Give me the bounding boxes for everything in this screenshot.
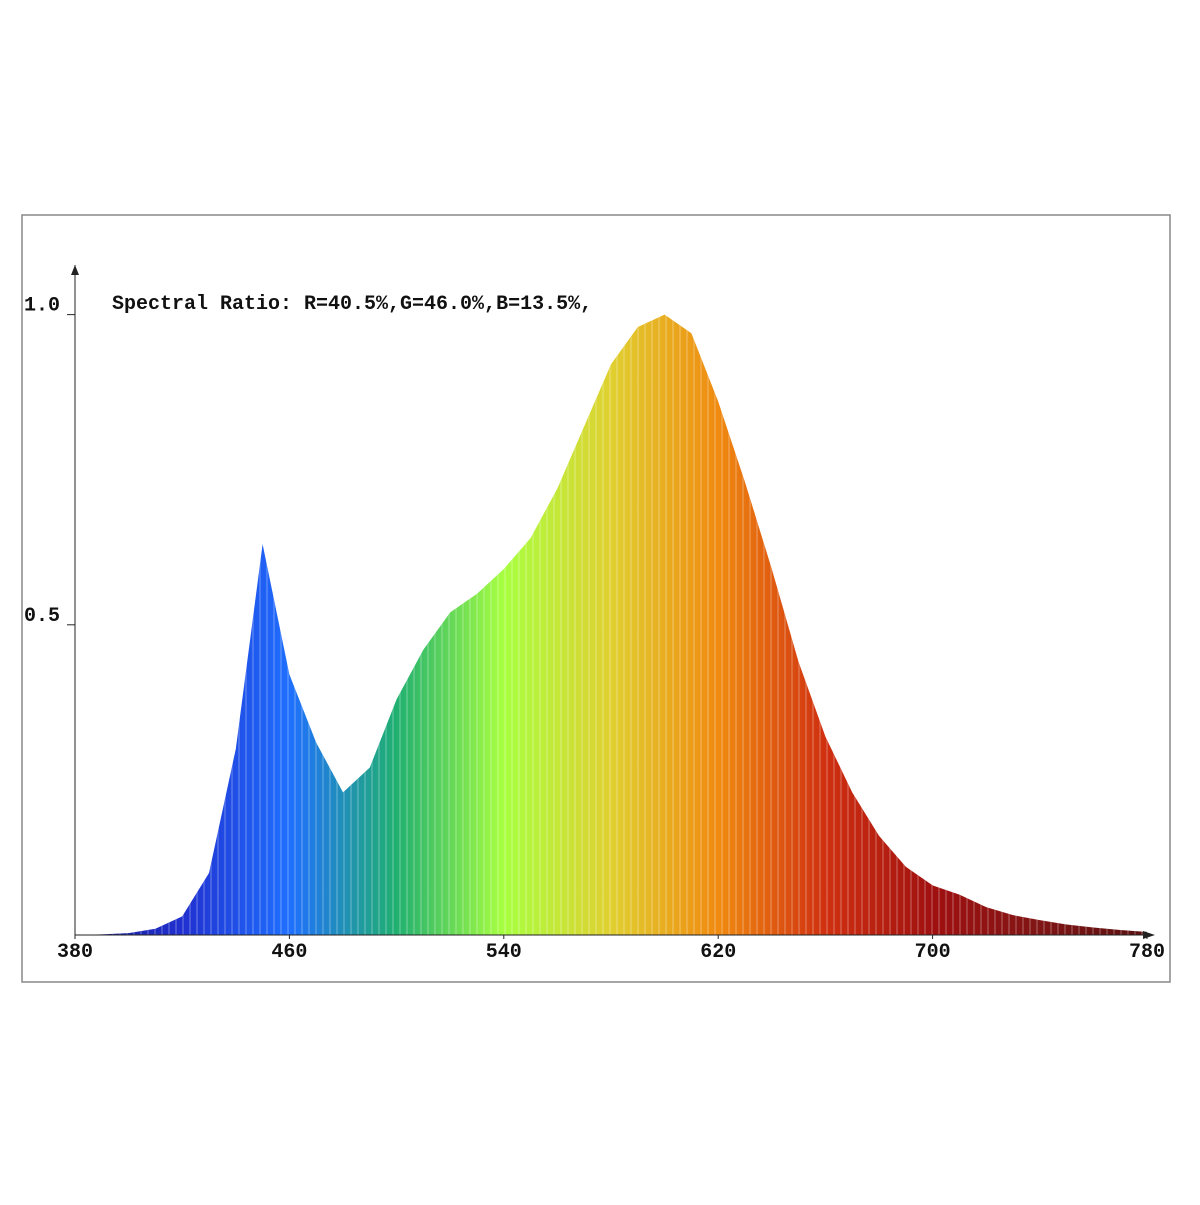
y-tick-label: 0.5 bbox=[24, 605, 60, 628]
x-tick-label: 380 bbox=[57, 941, 93, 964]
x-tick-label: 780 bbox=[1129, 941, 1165, 964]
x-axis-arrow bbox=[1143, 931, 1155, 939]
chart-title: Spectral Ratio: R=40.5%,G=46.0%,B=13.5%, bbox=[112, 293, 592, 316]
y-axis-arrow bbox=[71, 265, 79, 275]
spectrum-stripes bbox=[75, 314, 1147, 935]
y-tick-label: 1.0 bbox=[24, 295, 60, 318]
x-tick-label: 620 bbox=[700, 941, 736, 964]
x-tick-label: 700 bbox=[915, 941, 951, 964]
x-tick-label: 460 bbox=[271, 941, 307, 964]
x-tick-label: 540 bbox=[486, 941, 522, 964]
